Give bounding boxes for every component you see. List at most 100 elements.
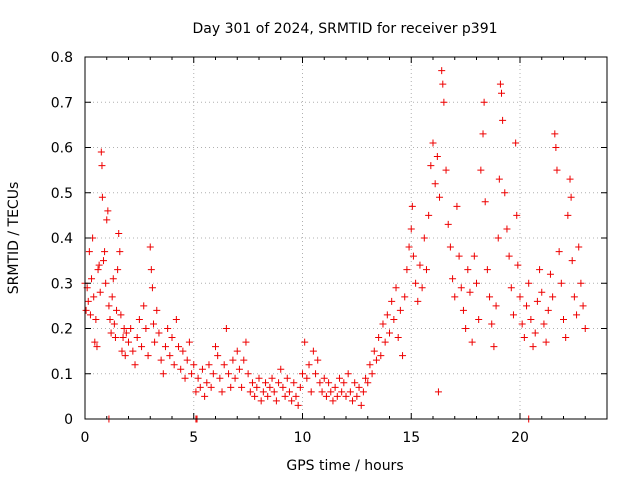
data-point: [451, 293, 459, 301]
data-point: [238, 383, 246, 391]
data-point: [98, 162, 106, 170]
data-point: [375, 334, 383, 342]
data-point: [566, 175, 574, 183]
y-tick-label: 0.6: [51, 141, 73, 157]
data-point: [370, 347, 378, 355]
data-point: [401, 293, 409, 301]
y-axis-label: SRMTID / TECUs: [6, 182, 22, 295]
data-point: [114, 266, 122, 274]
data-point: [307, 388, 315, 396]
data-point: [222, 325, 230, 332]
y-tick-label: 0.4: [51, 231, 73, 247]
data-point: [396, 306, 404, 314]
data-point: [546, 270, 554, 278]
y-axis: 0 0.1 0.2 0.3 0.4 0.5 0.6 0.7 0.8: [51, 50, 607, 428]
data-point: [501, 189, 509, 197]
data-point: [439, 80, 447, 88]
data-point: [486, 293, 494, 301]
data-point: [88, 275, 96, 283]
data-point: [344, 370, 352, 378]
x-axis: 0 5 10 15 20: [81, 57, 586, 446]
data-point: [106, 315, 114, 323]
data-point: [335, 374, 343, 382]
data-point: [108, 293, 116, 301]
data-point: [490, 343, 498, 351]
data-points: [81, 67, 589, 423]
data-point: [468, 338, 476, 346]
x-tick-label: 0: [81, 430, 90, 446]
data-point: [292, 392, 300, 400]
data-point: [481, 198, 489, 206]
data-point: [386, 329, 393, 337]
data-point: [281, 392, 289, 400]
data-point: [131, 361, 139, 369]
data-point: [527, 315, 535, 323]
data-point: [555, 248, 563, 256]
data-point: [277, 365, 285, 373]
data-point: [96, 288, 104, 296]
data-point: [86, 311, 94, 319]
data-point: [327, 388, 335, 396]
data-point: [196, 383, 204, 391]
data-point: [147, 266, 155, 274]
data-point: [122, 329, 130, 337]
data-point: [470, 252, 478, 260]
data-point: [544, 306, 552, 314]
data-point: [272, 397, 280, 405]
data-point: [220, 361, 228, 369]
data-point: [95, 261, 103, 269]
data-point: [279, 383, 287, 391]
data-point: [246, 388, 254, 396]
data-point: [283, 374, 291, 382]
data-point: [483, 266, 491, 274]
data-point: [157, 356, 165, 364]
data-point: [359, 388, 367, 396]
data-point: [229, 356, 237, 364]
data-point: [455, 252, 463, 260]
data-point: [159, 370, 167, 378]
data-point: [394, 334, 402, 342]
data-point: [177, 365, 185, 373]
data-point: [536, 266, 544, 274]
data-point: [512, 139, 520, 147]
data-point: [90, 293, 98, 301]
data-point: [518, 320, 526, 328]
data-point: [412, 279, 420, 287]
data-point: [409, 252, 417, 260]
data-point: [268, 374, 276, 382]
data-point: [214, 352, 222, 360]
data-point: [405, 243, 413, 251]
data-point: [480, 98, 488, 106]
data-point: [368, 370, 376, 378]
data-point: [190, 361, 198, 369]
data-point: [185, 338, 193, 346]
data-point: [449, 275, 457, 283]
data-point: [322, 392, 330, 400]
data-point: [499, 116, 507, 124]
data-point: [498, 89, 506, 97]
data-point: [183, 356, 191, 364]
data-point: [309, 347, 317, 355]
data-point: [453, 202, 461, 210]
data-point: [244, 370, 252, 378]
data-point: [255, 374, 263, 382]
data-point: [560, 315, 567, 323]
data-point: [436, 193, 444, 201]
data-point: [355, 383, 363, 391]
data-point: [231, 374, 239, 382]
data-point: [192, 388, 200, 396]
data-point: [301, 338, 309, 346]
data-point: [562, 334, 570, 342]
data-point: [357, 401, 365, 409]
data-point: [120, 325, 128, 332]
data-point: [205, 361, 213, 369]
x-tick-label: 15: [402, 430, 420, 446]
data-point: [127, 325, 135, 332]
data-point: [118, 347, 126, 355]
data-point: [91, 338, 99, 346]
x-axis-label: GPS time / hours: [286, 458, 403, 474]
data-point: [117, 311, 125, 319]
y-tick-label: 0.5: [51, 186, 73, 202]
data-point: [198, 365, 206, 373]
data-point: [509, 311, 517, 319]
